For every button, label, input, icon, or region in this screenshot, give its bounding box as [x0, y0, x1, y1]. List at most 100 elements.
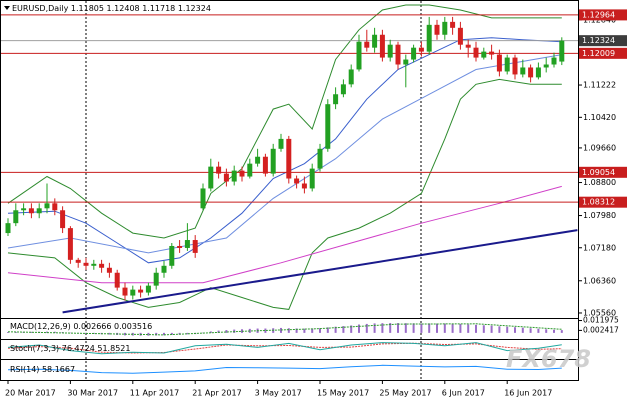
candle-body	[543, 64, 549, 68]
macd-bar	[514, 327, 516, 333]
candle-body	[317, 148, 323, 169]
axes: 1.128401.112221.104201.096601.088001.079…	[5, 9, 627, 398]
chart-header: EURUSD,Daily 1.11805 1.12408 1.11718 1.1…	[12, 4, 211, 13]
macd-bar	[225, 330, 228, 333]
candle-body	[403, 59, 409, 65]
overlay-line	[7, 185, 562, 284]
candle-body	[75, 259, 81, 263]
macd-panel	[7, 322, 563, 336]
candle-body	[114, 272, 120, 288]
last-high: 1.12408	[107, 4, 140, 13]
macd-bar	[350, 325, 353, 333]
candle-body	[161, 265, 167, 273]
macd-bar	[443, 323, 446, 333]
candle-body	[231, 170, 237, 182]
macd-bar	[451, 323, 454, 333]
candle-body	[411, 47, 417, 60]
macd-bar	[287, 328, 290, 333]
candle-body	[496, 54, 502, 72]
macd-bar	[295, 328, 298, 333]
candle-body	[28, 208, 34, 214]
candle-body	[340, 84, 346, 95]
candle-body	[457, 27, 463, 45]
macd-bar	[170, 332, 173, 335]
candle-body	[559, 40, 565, 62]
last-close: 1.12324	[178, 4, 211, 13]
stoch-main	[7, 342, 562, 355]
overlay-line	[7, 54, 562, 254]
candle-body	[52, 203, 58, 211]
x-tick-label: 15 May 2017	[317, 389, 369, 398]
candle-body	[520, 67, 526, 75]
x-tick-label: 3 May 2017	[255, 389, 302, 398]
candle-body	[255, 156, 261, 164]
macd-bar	[217, 330, 220, 333]
candle-body	[99, 263, 105, 268]
candle-body	[278, 138, 284, 149]
macd-signal	[7, 323, 562, 336]
candle-body	[145, 285, 151, 293]
candle-body	[325, 104, 331, 149]
macd-bar	[389, 322, 392, 333]
x-tick-label: 21 Apr 2017	[192, 389, 241, 398]
plot-frame	[0, 0, 579, 381]
macd-bar	[30, 331, 33, 333]
overlay-line	[7, 78, 562, 310]
x-tick-label: 6 Jun 2017	[442, 389, 485, 398]
candle-body	[309, 168, 315, 189]
candle-body	[489, 51, 495, 55]
rsi-header: RSI(14) 58.1667	[10, 365, 75, 374]
candle-body	[418, 47, 424, 52]
candle-body	[36, 208, 42, 214]
level-label-box	[579, 9, 627, 21]
candle-body	[192, 240, 198, 253]
menu-arrow	[4, 6, 10, 10]
rsi-panel	[7, 364, 562, 374]
candle-body	[91, 263, 97, 266]
level-label-box	[579, 166, 627, 178]
macd-bar	[529, 328, 532, 333]
macd-bar	[412, 323, 415, 333]
macd-bar	[7, 332, 9, 333]
candle-body	[13, 210, 19, 224]
macd-tick-label: 0.002417	[583, 325, 619, 334]
candle-body	[130, 289, 136, 296]
macd-bar	[147, 332, 150, 336]
macd-bar	[537, 328, 540, 333]
candle-body	[216, 166, 222, 174]
y-tick-label: 1.07980	[583, 211, 616, 220]
macd-bar	[506, 326, 509, 333]
candle-body	[223, 173, 229, 182]
macd-bar	[397, 323, 399, 333]
macd-bar	[209, 331, 212, 333]
macd-bar	[428, 323, 431, 333]
candle-body	[106, 267, 112, 273]
macd-bar	[459, 324, 462, 333]
candle-body	[465, 44, 471, 48]
stoch-main-value: 76.4724	[62, 344, 95, 353]
macd-bar	[342, 326, 345, 333]
candle-body	[348, 69, 354, 85]
candle-body	[200, 188, 206, 209]
candle-body	[122, 287, 128, 296]
candle-body	[301, 183, 307, 189]
macd-label: MACD(12,26,9)	[10, 322, 71, 331]
macd-bar	[311, 328, 314, 333]
x-tick-label: 25 May 2017	[379, 389, 431, 398]
candle-body	[294, 178, 300, 184]
x-tick-label: 30 Mar 2017	[67, 389, 118, 398]
y-tick-label: 1.11222	[583, 81, 616, 90]
candle-body	[138, 289, 144, 293]
macd-bar	[404, 323, 407, 333]
macd-bar	[365, 323, 368, 333]
candle-body	[44, 203, 50, 209]
stoch-signal	[7, 342, 562, 354]
macd-bar	[334, 326, 337, 333]
candle-body	[83, 262, 89, 266]
macd-bar	[436, 323, 438, 333]
candle-body	[512, 57, 518, 75]
y-tick-label: 1.05560	[583, 308, 616, 317]
candle-body	[364, 41, 370, 48]
level-label-box	[579, 47, 627, 59]
